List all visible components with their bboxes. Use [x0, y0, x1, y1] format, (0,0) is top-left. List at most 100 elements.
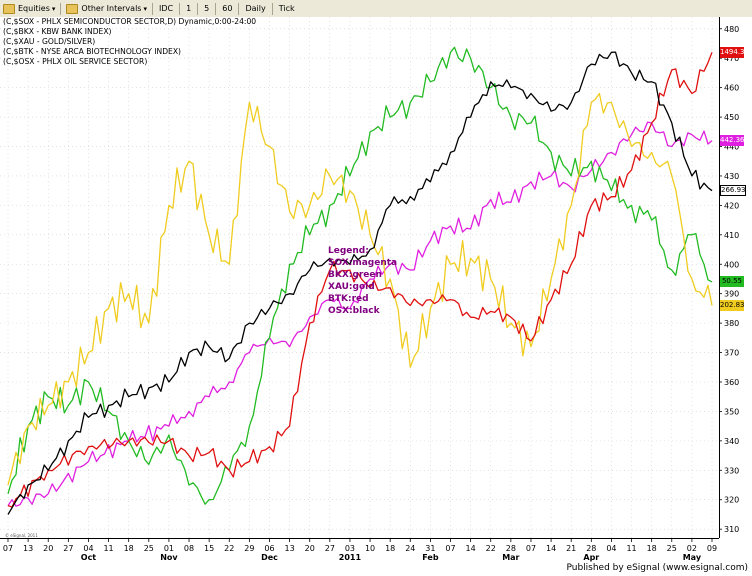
- last-value-badge-xau: 202.83: [720, 299, 745, 311]
- legend-item-sox: SOX:magenta: [328, 258, 398, 268]
- toolbar-divider: [179, 2, 181, 15]
- chart-plot-area[interactable]: (C,$SOX - PHLX SEMICONDUCTOR SECTOR,D) D…: [0, 17, 719, 538]
- x-month-label: Oct: [81, 553, 97, 562]
- y-axis-svg: 310 320 330 340 350 360 370 380 390 400 410 420 430 4…: [719, 17, 739, 538]
- x-tick-label: 27: [325, 544, 335, 553]
- interval-idc-button[interactable]: IDC: [155, 1, 177, 16]
- chart-header-bkx: (C,$BKX - KBW BANK INDEX): [3, 27, 112, 36]
- x-tick-label: 20: [43, 544, 53, 553]
- x-tick-label: 24: [405, 544, 415, 553]
- toolbar-divider: [238, 2, 240, 15]
- legend-title: Legend:: [328, 246, 369, 256]
- series-line-sox: [7, 121, 713, 507]
- x-tick-label: 25: [667, 544, 677, 553]
- y-tick-label: 360: [724, 378, 739, 387]
- x-tick-label: 22: [486, 544, 496, 553]
- y-tick-label: 380: [724, 319, 739, 328]
- x-tick-label: 14: [466, 544, 476, 553]
- chart-header-xau: (C,$XAU - GOLD/SILVER): [3, 37, 96, 46]
- toolbar-divider: [215, 2, 217, 15]
- footer: Published by eSignal (www.esignal.com): [0, 562, 752, 576]
- x-tick-label: 13: [285, 544, 295, 553]
- x-tick-label: 10: [365, 544, 375, 553]
- x-tick-label: 02: [687, 544, 697, 553]
- x-tick-label: 07: [526, 544, 536, 553]
- y-tick-label: 450: [724, 113, 739, 122]
- x-tick-label: 07: [445, 544, 455, 553]
- x-month-label: Mar: [502, 553, 519, 562]
- interval-label: Tick: [278, 4, 295, 13]
- x-month-label: May: [683, 553, 702, 562]
- folder-icon: [3, 3, 15, 14]
- x-month-label: 2011: [339, 553, 362, 562]
- x-tick-label: 31: [425, 544, 435, 553]
- other-intervals-label: Other Intervals: [81, 4, 142, 13]
- x-tick-label: 03: [345, 544, 355, 553]
- x-tick-label: 11: [626, 544, 636, 553]
- x-tick-label: 06: [264, 544, 274, 553]
- x-tick-label: 04: [83, 544, 93, 553]
- y-tick-label: 370: [724, 349, 739, 358]
- interval-5-button[interactable]: 5: [200, 1, 213, 16]
- interval-label: 60: [222, 4, 233, 13]
- x-month-label: Nov: [160, 553, 178, 562]
- x-tick-label: 15: [204, 544, 214, 553]
- chevron-down-icon: ▾: [51, 4, 56, 13]
- x-month-label: Apr: [583, 553, 599, 562]
- esignal-watermark: © eSignal, 2011: [5, 533, 38, 538]
- interval-label: Daily: [245, 4, 266, 13]
- chevron-down-icon: ▾: [143, 4, 147, 13]
- legend-item-bkx: BKX:green: [328, 270, 382, 280]
- legend-item-osx: OSX:black: [328, 306, 380, 316]
- interval-tick-button[interactable]: Tick: [275, 1, 299, 16]
- equities-label: Equities: [18, 4, 50, 13]
- x-tick-label: 09: [707, 544, 717, 553]
- y-tick-label: 410: [724, 231, 739, 240]
- x-tick-label: 28: [586, 544, 596, 553]
- series-line-bkx: [7, 46, 713, 505]
- toolbar-divider: [151, 2, 153, 15]
- x-tick-label: 29: [244, 544, 254, 553]
- legend-item-btk: BTK:red: [328, 294, 369, 304]
- x-tick-label: 25: [144, 544, 154, 553]
- grid-group: [0, 17, 719, 538]
- x-tick-label: 18: [647, 544, 657, 553]
- last-value-badge-bkx: 50.55: [720, 276, 744, 288]
- series-line-xau: [7, 92, 713, 486]
- x-tick-label: 27: [63, 544, 73, 553]
- toolbar-divider: [60, 2, 62, 15]
- chart-svg: [0, 17, 719, 538]
- y-tick-label: 460: [724, 84, 739, 93]
- footer-credit: Published by eSignal (www.esignal.com): [566, 563, 748, 573]
- interval-label: 1: [186, 4, 192, 13]
- x-tick-label: 18: [385, 544, 395, 553]
- x-tick-label: 08: [184, 544, 194, 553]
- chart-header-osx: (C,$OSX - PHLX OIL SERVICE SECTOR): [3, 57, 148, 66]
- x-tick-label: 14: [546, 544, 556, 553]
- interval-daily-button[interactable]: Daily: [241, 1, 269, 16]
- interval-label: IDC: [158, 4, 174, 13]
- x-tick-label: 21: [566, 544, 576, 553]
- x-tick-label: 01: [164, 544, 174, 553]
- chart-header-btk: (C,$BTK - NYSE ARCA BIOTECHNOLOGY INDEX): [3, 47, 182, 56]
- interval-label: 5: [204, 4, 210, 13]
- y-tick-label: 420: [724, 201, 739, 210]
- y-tick-label: 320: [724, 496, 739, 505]
- x-tick-label: 11: [103, 544, 113, 553]
- interval-60-button[interactable]: 60: [218, 1, 236, 16]
- y-tick-label: 440: [724, 143, 739, 152]
- chart-header-sox: (C,$SOX - PHLX SEMICONDUCTOR SECTOR,D) D…: [3, 17, 257, 26]
- last-value-badge-osx: 266.93: [720, 185, 746, 197]
- x-tick-label: 04: [606, 544, 616, 553]
- other-intervals-menu[interactable]: Other Intervals ▾: [63, 1, 150, 16]
- equities-menu[interactable]: Equities ▾: [0, 1, 58, 16]
- y-tick-label: 310: [724, 525, 739, 534]
- x-tick-label: 20: [305, 544, 315, 553]
- interval-1-button[interactable]: 1: [182, 1, 195, 16]
- y-tick-label: 470: [724, 54, 739, 63]
- x-tick-label: 07: [3, 544, 13, 553]
- folder-icon: [66, 3, 79, 14]
- y-tick-label: 480: [724, 25, 739, 34]
- x-tick-label: 22: [224, 544, 234, 553]
- x-axis-svg: 07 13 20 27 04 11 18 25 01 08 15 22 29 06 13 20 27 03 10 18…: [0, 538, 719, 562]
